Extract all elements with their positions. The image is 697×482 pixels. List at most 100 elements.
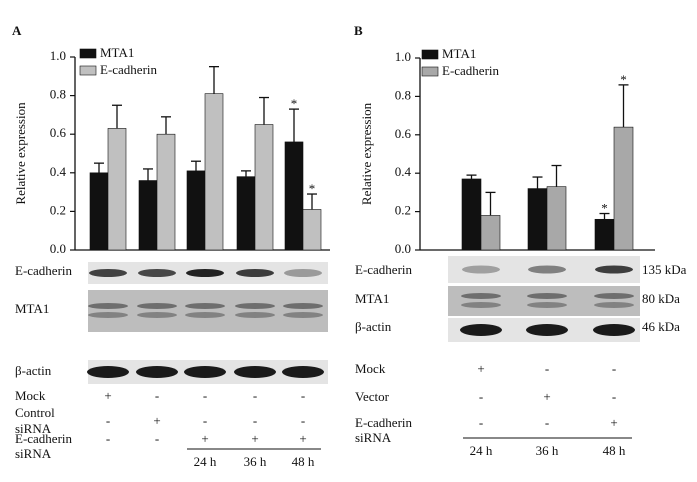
blot-strip bbox=[448, 286, 640, 316]
y-tick-label: 0.2 bbox=[395, 203, 411, 218]
blot-band bbox=[87, 366, 129, 378]
treatment-mark: + bbox=[543, 389, 550, 404]
blot-band bbox=[138, 269, 176, 277]
blot-strip bbox=[87, 360, 328, 384]
significance-mark: * bbox=[620, 72, 627, 87]
blot-band bbox=[461, 302, 501, 308]
y-tick-label: 1.0 bbox=[395, 49, 411, 64]
timepoint: 36 h bbox=[536, 443, 559, 458]
blot-band bbox=[136, 366, 178, 378]
blot-band bbox=[137, 312, 177, 318]
legend-label: E-cadherin bbox=[100, 62, 158, 77]
bar bbox=[156, 133, 176, 251]
y-axis-label: Relative expression bbox=[13, 102, 28, 205]
blot-band bbox=[595, 265, 633, 274]
blot-label: E-cadherin bbox=[355, 262, 413, 277]
significance-mark: * bbox=[601, 201, 608, 216]
treatment-mark: - bbox=[203, 388, 207, 403]
y-tick-label: 0.8 bbox=[50, 87, 66, 102]
treatment-mark: + bbox=[299, 431, 306, 446]
treatment-mark: + bbox=[104, 388, 111, 403]
blot-band bbox=[527, 293, 567, 299]
treatment-label: siRNA bbox=[15, 446, 52, 461]
blot-label: E-cadherin bbox=[15, 263, 73, 278]
blot-label: β-actin bbox=[355, 319, 392, 334]
legend-swatch bbox=[421, 66, 439, 77]
band-size: 80 kDa bbox=[642, 291, 680, 306]
treatment-mark: - bbox=[155, 431, 159, 446]
blot-band bbox=[460, 324, 502, 336]
bar bbox=[527, 188, 548, 251]
treatment-mark: - bbox=[106, 413, 110, 428]
blot-band bbox=[283, 303, 323, 309]
blot-band bbox=[185, 312, 225, 318]
blot-band bbox=[235, 312, 275, 318]
blot-strip bbox=[88, 262, 328, 284]
band-size: 135 kDa bbox=[642, 262, 687, 277]
blot-band bbox=[594, 293, 634, 299]
blot-band bbox=[527, 302, 567, 308]
blot-strip bbox=[448, 256, 640, 283]
treatment-mark: + bbox=[201, 431, 208, 446]
blot-band bbox=[283, 312, 323, 318]
blot-background bbox=[448, 286, 640, 316]
blot-band bbox=[461, 293, 501, 299]
treatment-mark: - bbox=[203, 413, 207, 428]
blot-band bbox=[234, 366, 276, 378]
blot-band bbox=[137, 303, 177, 309]
treatment-mark: - bbox=[479, 415, 483, 430]
treatment-mark: - bbox=[253, 413, 257, 428]
treatment-mark: + bbox=[477, 361, 484, 376]
treatment-mark: - bbox=[479, 389, 483, 404]
blot-band bbox=[186, 269, 224, 277]
legend-label: MTA1 bbox=[442, 46, 476, 61]
treatment-mark: - bbox=[106, 431, 110, 446]
legend-label: E-cadherin bbox=[442, 63, 500, 78]
timepoint: 24 h bbox=[194, 454, 217, 469]
blot-background bbox=[88, 290, 328, 332]
bar bbox=[594, 218, 615, 251]
bar bbox=[236, 176, 256, 251]
bar bbox=[89, 172, 109, 251]
legend-label: MTA1 bbox=[100, 45, 134, 60]
treatment-mark: + bbox=[153, 413, 160, 428]
bar bbox=[284, 141, 304, 251]
significance-mark: * bbox=[291, 96, 298, 111]
y-tick-label: 0.0 bbox=[50, 241, 66, 256]
blot-strip bbox=[88, 290, 328, 332]
blot-band bbox=[594, 302, 634, 308]
treatment-label: Mock bbox=[355, 361, 386, 376]
blot-band bbox=[282, 366, 324, 378]
panel-label: B bbox=[354, 23, 363, 38]
legend-swatch bbox=[421, 49, 439, 60]
timepoint: 24 h bbox=[470, 443, 493, 458]
y-tick-label: 0.8 bbox=[395, 87, 411, 102]
bar bbox=[613, 126, 634, 251]
treatment-mark: - bbox=[155, 388, 159, 403]
timepoint: 48 h bbox=[603, 443, 626, 458]
blot-label: β-actin bbox=[15, 363, 52, 378]
significance-mark: * bbox=[309, 181, 316, 196]
treatment-label: siRNA bbox=[15, 421, 52, 436]
treatment-mark: - bbox=[545, 361, 549, 376]
y-tick-label: 0.6 bbox=[395, 126, 412, 141]
treatment-label: siRNA bbox=[355, 430, 392, 445]
y-tick-label: 0.4 bbox=[395, 164, 412, 179]
bar bbox=[204, 93, 224, 251]
legend-swatch bbox=[79, 65, 97, 76]
treatment-mark: + bbox=[251, 431, 258, 446]
y-axis-label: Relative expression bbox=[359, 102, 374, 205]
treatment-mark: - bbox=[545, 415, 549, 430]
legend-swatch bbox=[79, 48, 97, 59]
treatment-label: Control bbox=[15, 405, 55, 420]
blot-band bbox=[462, 265, 500, 274]
treatment-mark: - bbox=[301, 413, 305, 428]
blot-band bbox=[528, 265, 566, 274]
treatment-mark: - bbox=[301, 388, 305, 403]
blot-band bbox=[284, 269, 322, 277]
blot-label: MTA1 bbox=[355, 291, 389, 306]
panel-label: A bbox=[12, 23, 22, 38]
bar bbox=[107, 128, 127, 251]
timepoint: 48 h bbox=[292, 454, 315, 469]
